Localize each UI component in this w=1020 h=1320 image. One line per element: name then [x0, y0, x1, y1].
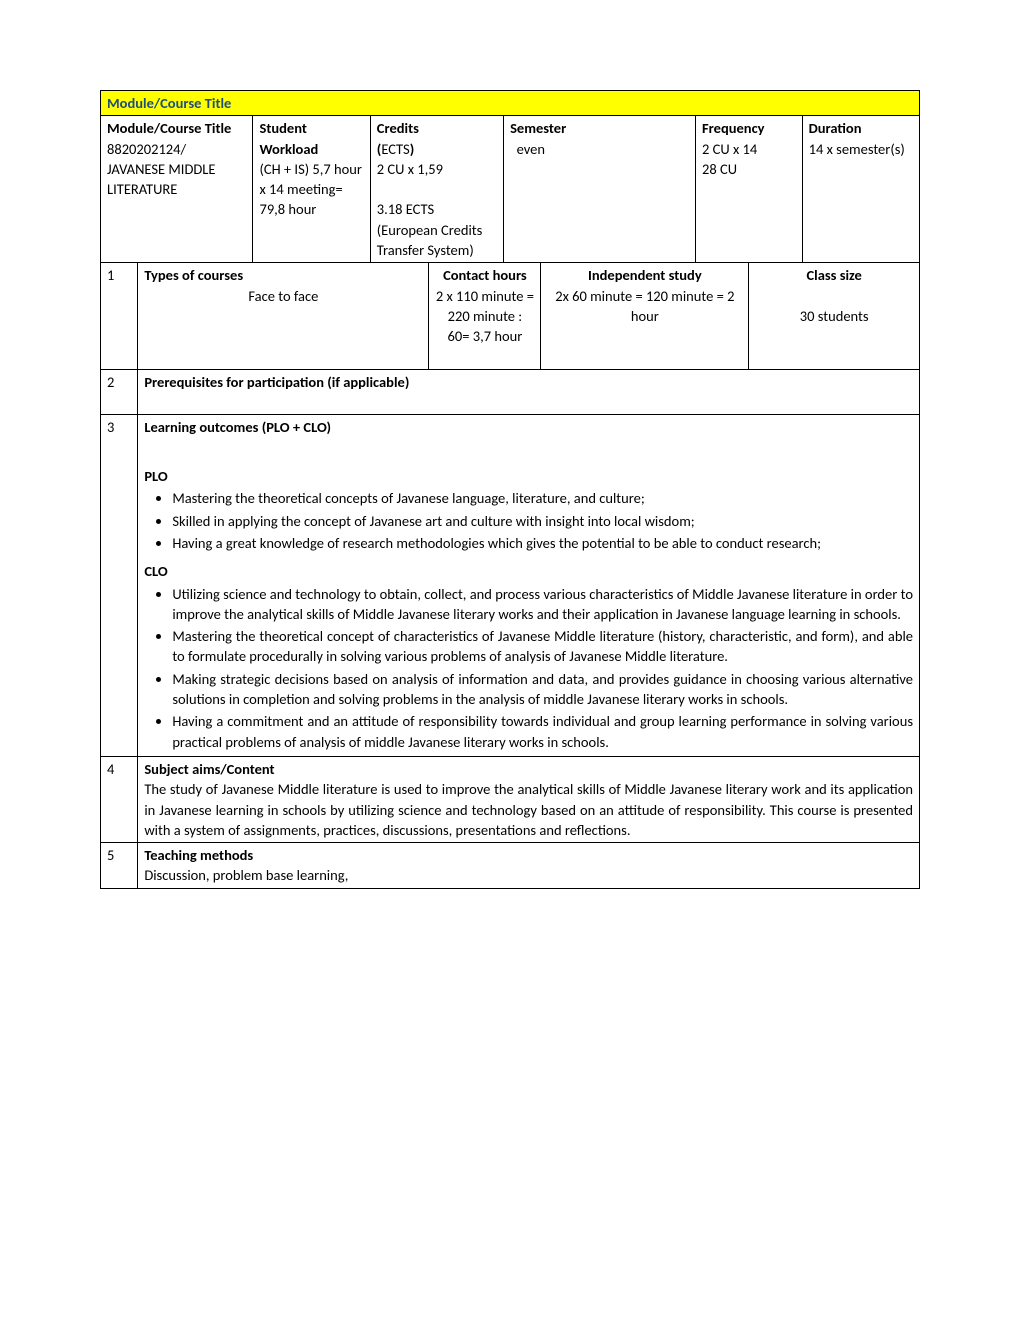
credits-label-ects: ECTS [381, 140, 409, 158]
row-3-num: 3 [101, 415, 138, 756]
credits-label: Credits [377, 119, 419, 137]
prerequisites-label: Prerequisites for participation (if appl… [144, 372, 913, 392]
row-5-content: Teaching methods Discussion, problem bas… [138, 843, 920, 889]
independent-study-label: Independent study [547, 265, 742, 285]
row-2-num: 2 [101, 369, 138, 415]
row-1-contact: Contact hours 2 x 110 minute = 220 minut… [429, 263, 541, 369]
header-col2: Student Workload (CH + IS) 5,7 hour x 14… [253, 116, 370, 263]
clo-item: Having a commitment and an attitude of r… [172, 711, 913, 752]
duration-value: 14 x semester(s) [809, 140, 905, 158]
header-col6: Duration 14 x semester(s) [802, 116, 919, 263]
row-5-num: 5 [101, 843, 138, 889]
clo-item: Mastering the theoretical concept of cha… [172, 626, 913, 667]
contact-hours-value: 2 x 110 minute = 220 minute : 60= 3,7 ho… [435, 286, 534, 347]
plo-item: Having a great knowledge of research met… [172, 533, 913, 553]
frequency-label: Frequency [702, 119, 765, 137]
plo-label: PLO [144, 466, 913, 486]
subject-aims-text: The study of Javanese Middle literature … [144, 779, 913, 840]
teaching-methods-label: Teaching methods [144, 845, 913, 865]
module-course-title-value: 8820202124/ JAVANESE MIDDLE LITERATURE [107, 140, 215, 199]
credits-value: 2 CU x 1,59 3.18 ECTS (European Credits … [377, 160, 483, 259]
credits-label-paren-close: ) [410, 140, 415, 158]
semester-value: even [517, 140, 545, 158]
plo-item: Skilled in applying the concept of Javan… [172, 511, 913, 531]
duration-label: Duration [809, 119, 862, 137]
learning-outcomes-label: Learning outcomes (PLO + CLO) [144, 417, 913, 437]
row-3-content: Learning outcomes (PLO + CLO) PLO Master… [138, 415, 920, 756]
independent-study-value: 2x 60 minute = 120 minute = 2 hour [547, 286, 742, 327]
row-2-content: Prerequisites for participation (if appl… [138, 369, 920, 415]
header-col1: Module/Course Title 8820202124/ JAVANESE… [101, 116, 253, 263]
module-table: Module/Course Title Module/Course Title … [100, 90, 920, 889]
row-1-num: 1 [101, 263, 138, 369]
student-workload-label: Student Workload [259, 119, 318, 157]
header-col5: Frequency 2 CU x 14 28 CU [696, 116, 803, 263]
plo-list: Mastering the theoretical concepts of Ja… [144, 488, 913, 553]
semester-label: Semester [510, 119, 566, 137]
clo-item: Making strategic decisions based on anal… [172, 669, 913, 710]
row-1-independent: Independent study 2x 60 minute = 120 min… [541, 263, 749, 369]
types-of-courses-value: Face to face [144, 286, 422, 306]
clo-item: Utilizing science and technology to obta… [172, 584, 913, 625]
module-course-title-label: Module/Course Title [107, 119, 231, 137]
class-size-value: 30 students [755, 306, 913, 326]
row-4-num: 4 [101, 756, 138, 842]
clo-label: CLO [144, 561, 913, 581]
clo-list: Utilizing science and technology to obta… [144, 584, 913, 752]
class-size-label: Class size [755, 265, 913, 285]
header-col3: Credits (ECTS) 2 CU x 1,59 3.18 ECTS (Eu… [370, 116, 503, 263]
module-title-bar: Module/Course Title [101, 91, 920, 116]
student-workload-value: (CH + IS) 5,7 hour x 14 meeting= 79,8 ho… [259, 160, 361, 219]
plo-item: Mastering the theoretical concepts of Ja… [172, 488, 913, 508]
types-of-courses-label: Types of courses [144, 265, 422, 285]
contact-hours-label: Contact hours [435, 265, 534, 285]
subject-aims-label: Subject aims/Content [144, 759, 913, 779]
header-col4: Semester even [504, 116, 696, 263]
row-4-content: Subject aims/Content The study of Javane… [138, 756, 920, 842]
row-1-types: Types of courses Face to face [138, 263, 429, 369]
teaching-methods-text: Discussion, problem base learning, [144, 865, 913, 885]
frequency-value: 2 CU x 14 28 CU [702, 140, 757, 178]
row-1-class-size: Class size 30 students [749, 263, 920, 369]
